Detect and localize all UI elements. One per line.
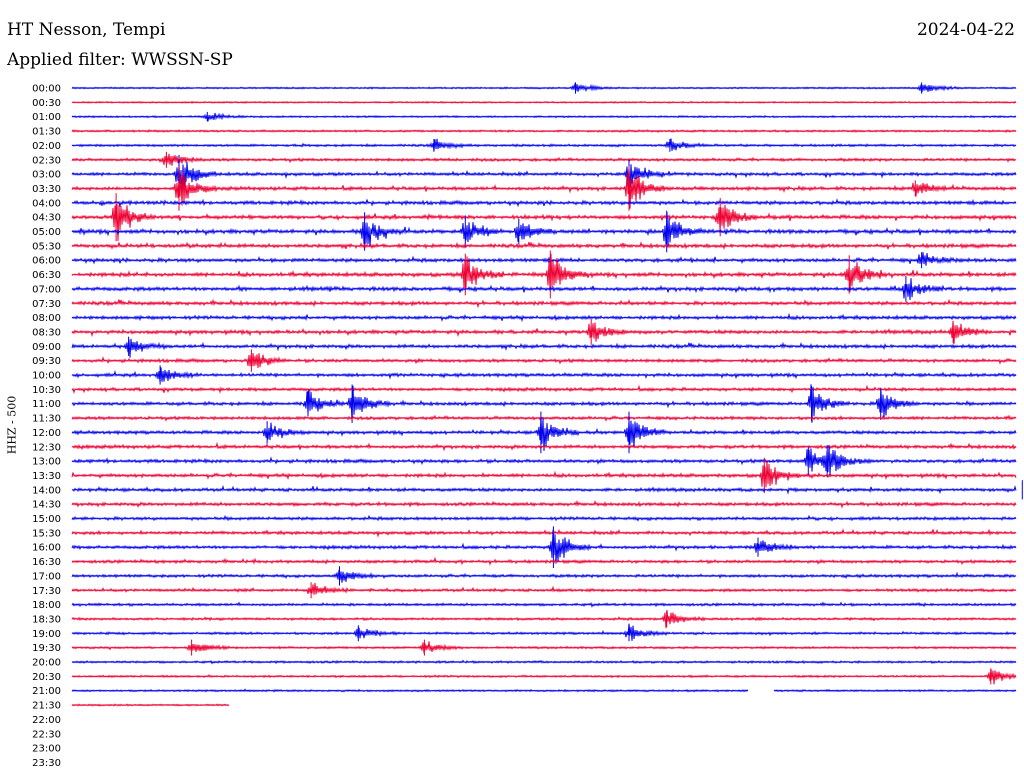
trace-1500 xyxy=(71,514,1017,522)
tick-label-0230: 02:30 xyxy=(32,155,61,166)
trace-0300 xyxy=(71,162,1017,192)
tick-label-2230: 22:30 xyxy=(32,729,61,740)
tick-label-2330: 23:30 xyxy=(32,758,61,769)
tick-label-1530: 15:30 xyxy=(32,528,61,539)
tick-label-2030: 20:30 xyxy=(32,672,61,683)
tick-label-1230: 12:30 xyxy=(32,442,61,453)
tick-label-2300: 23:00 xyxy=(32,744,61,755)
tick-label-1330: 13:30 xyxy=(32,471,61,482)
trace-1230 xyxy=(71,441,1017,452)
tick-label-0600: 06:00 xyxy=(32,256,61,267)
tick-label-0330: 03:30 xyxy=(32,184,61,195)
tick-label-0830: 08:30 xyxy=(32,327,61,338)
trace-2100-part1 xyxy=(773,688,1017,693)
tick-label-0730: 07:30 xyxy=(32,299,61,310)
tick-label-1500: 15:00 xyxy=(32,514,61,525)
trace-1800 xyxy=(71,601,1017,608)
tick-label-0030: 00:30 xyxy=(32,98,61,109)
trace-0500 xyxy=(71,212,1017,248)
tick-label-1730: 17:30 xyxy=(32,586,61,597)
tick-label-0300: 03:00 xyxy=(32,170,61,181)
time-tick-labels: 00:00 00:30 01:00 01:30 02:00 02:30 03:00 03:30… xyxy=(32,84,61,769)
trace-0330 xyxy=(71,167,1017,209)
tick-label-2100: 21:00 xyxy=(32,686,61,697)
date-label: 2024-04-22 xyxy=(916,20,1015,40)
tick-label-1830: 18:30 xyxy=(32,614,61,625)
trace-0030 xyxy=(71,100,1017,104)
trace-1400 xyxy=(71,484,1017,495)
trace-2030 xyxy=(71,668,1017,685)
tick-label-2000: 20:00 xyxy=(32,658,61,669)
trace-2000 xyxy=(71,659,1017,665)
tick-label-0100: 01:00 xyxy=(32,112,61,123)
tick-label-1930: 19:30 xyxy=(32,643,61,654)
trace-0700 xyxy=(71,278,1017,301)
trace-0900 xyxy=(71,338,1017,358)
tick-label-0500: 05:00 xyxy=(32,227,61,238)
trace-1000 xyxy=(71,367,1017,382)
tick-label-0700: 07:00 xyxy=(32,284,61,295)
tick-label-2130: 21:30 xyxy=(32,701,61,712)
trace-1030 xyxy=(71,384,1017,394)
tick-label-0200: 02:00 xyxy=(32,141,61,152)
trace-1330 xyxy=(71,460,1017,488)
trace-0630 xyxy=(71,253,1017,292)
trace-0930 xyxy=(71,353,1017,368)
tick-label-1430: 14:30 xyxy=(32,500,61,511)
trace-1900 xyxy=(71,623,1017,641)
seismic-traces xyxy=(71,82,1023,707)
tick-label-0530: 05:30 xyxy=(32,241,61,252)
tick-label-0800: 08:00 xyxy=(32,313,61,324)
trace-1830 xyxy=(71,609,1017,629)
tick-label-1800: 18:00 xyxy=(32,600,61,611)
trace-0430 xyxy=(71,204,1017,242)
tick-label-0900: 09:00 xyxy=(32,342,61,353)
trace-0530 xyxy=(71,241,1017,251)
tick-label-1300: 13:00 xyxy=(32,457,61,468)
trace-1200 xyxy=(71,416,1017,451)
tick-label-1900: 19:00 xyxy=(32,629,61,640)
filter-label: Applied filter: WWSSN-SP xyxy=(7,50,233,70)
trace-0100 xyxy=(71,112,1017,122)
station-title: HT Nesson, Tempi xyxy=(7,20,166,40)
trace-1430 xyxy=(71,499,1017,509)
trace-0830 xyxy=(71,321,1017,344)
trace-0400 xyxy=(71,198,1017,208)
trace-0200 xyxy=(71,138,1017,152)
trace-1530 xyxy=(71,528,1017,538)
tick-label-1200: 12:00 xyxy=(32,428,61,439)
trace-1630 xyxy=(71,556,1017,566)
tick-label-0000: 00:00 xyxy=(32,84,61,95)
tick-label-0630: 06:30 xyxy=(32,270,61,281)
tick-label-1130: 11:30 xyxy=(32,414,61,425)
trace-0600 xyxy=(71,252,1017,266)
tick-label-1100: 11:00 xyxy=(32,399,61,410)
trace-1130 xyxy=(71,414,1017,422)
tick-label-1030: 10:30 xyxy=(32,385,61,396)
trace-1300 xyxy=(71,444,1017,476)
trace-2130 xyxy=(71,703,230,707)
trace-2100 xyxy=(71,688,749,693)
tick-label-0130: 01:30 xyxy=(32,127,61,138)
trace-1730 xyxy=(71,582,1017,595)
tick-label-2200: 22:00 xyxy=(32,715,61,726)
trace-0130 xyxy=(71,129,1017,134)
trace-1600 xyxy=(71,529,1017,564)
trace-0800 xyxy=(71,312,1017,323)
tick-label-1700: 17:00 xyxy=(32,571,61,582)
tick-label-1600: 16:00 xyxy=(32,543,61,554)
tick-label-0930: 09:30 xyxy=(32,356,61,367)
tick-label-1630: 16:30 xyxy=(32,557,61,568)
tick-label-0430: 04:30 xyxy=(32,213,61,224)
trace-1100 xyxy=(71,384,1017,423)
trace-0230 xyxy=(71,153,1017,166)
trace-0000 xyxy=(71,83,1017,93)
trace-1930 xyxy=(71,641,1017,654)
trace-0730 xyxy=(71,298,1017,309)
trace-1700 xyxy=(71,569,1017,583)
tick-label-1400: 14:00 xyxy=(32,485,61,496)
tick-label-0400: 04:00 xyxy=(32,198,61,209)
tick-label-1000: 10:00 xyxy=(32,371,61,382)
